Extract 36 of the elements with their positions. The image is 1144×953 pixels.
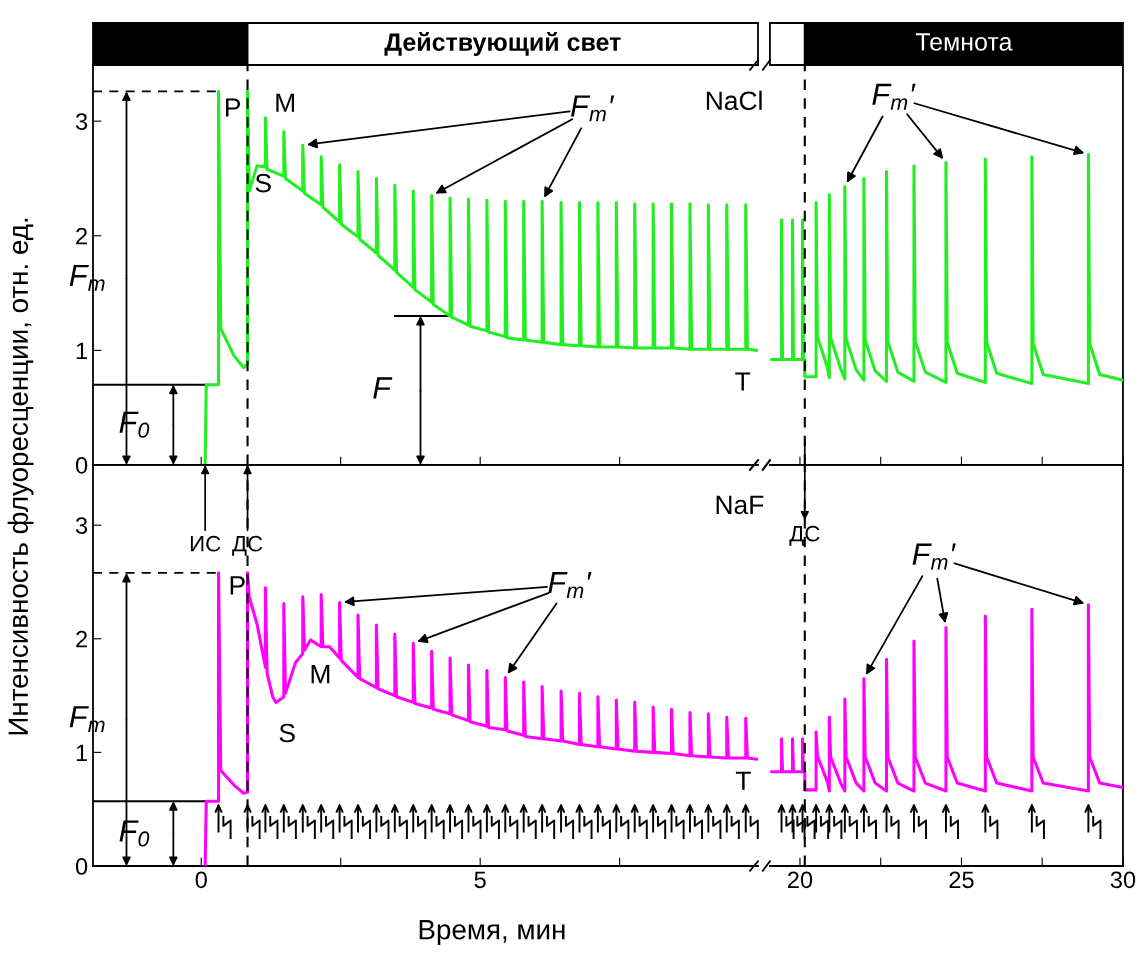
y-tick-label: 3 bbox=[75, 113, 88, 130]
annotation: ИС bbox=[190, 535, 221, 552]
y-axis-title: Интенсивность флуоресценции, отн. ед. bbox=[7, 218, 34, 735]
annotation: S bbox=[279, 723, 295, 743]
y-tick-label: 1 bbox=[76, 744, 87, 761]
x-tick-label: 20 bbox=[788, 871, 813, 889]
annotation: F bbox=[373, 377, 393, 399]
x-tick-label: 25 bbox=[949, 871, 974, 889]
line-series bbox=[203, 571, 759, 866]
x-axis-title: Время, мин bbox=[419, 920, 565, 945]
y-tick-label: 0 bbox=[75, 457, 88, 474]
annotation: F$_{m}$′ bbox=[872, 83, 916, 110]
annotation: P bbox=[226, 98, 241, 117]
y-tick-label: 0 bbox=[75, 858, 88, 875]
annotation: S bbox=[255, 173, 271, 193]
annotation: T bbox=[735, 771, 751, 790]
y-tick-label: 1 bbox=[76, 342, 87, 359]
text: Действующий свет bbox=[384, 32, 621, 56]
y-tick-label: 3 bbox=[75, 517, 88, 534]
annotation: P bbox=[230, 576, 245, 595]
annotation: NaCl bbox=[706, 90, 762, 111]
x-tick-label: 5 bbox=[474, 871, 486, 889]
x-tick-label: 30 bbox=[1110, 871, 1136, 889]
annotation: ДС bbox=[789, 525, 820, 546]
annotation: M bbox=[311, 664, 330, 684]
y-tick-label: 2 bbox=[76, 630, 87, 648]
annotation: F$_{m}$′ bbox=[912, 543, 956, 570]
text: Темнота bbox=[915, 33, 1013, 51]
x-tick-label: 0 bbox=[195, 871, 207, 889]
annotation: ДС bbox=[232, 535, 263, 556]
annotation: M bbox=[276, 93, 295, 112]
annotation: NaF bbox=[716, 495, 764, 515]
annotation: T bbox=[735, 372, 751, 391]
y-tick-label: 2 bbox=[76, 227, 87, 245]
annotation: F$_{m}$′ bbox=[571, 95, 615, 122]
annotation: F$_{m}$′ bbox=[548, 572, 592, 598]
